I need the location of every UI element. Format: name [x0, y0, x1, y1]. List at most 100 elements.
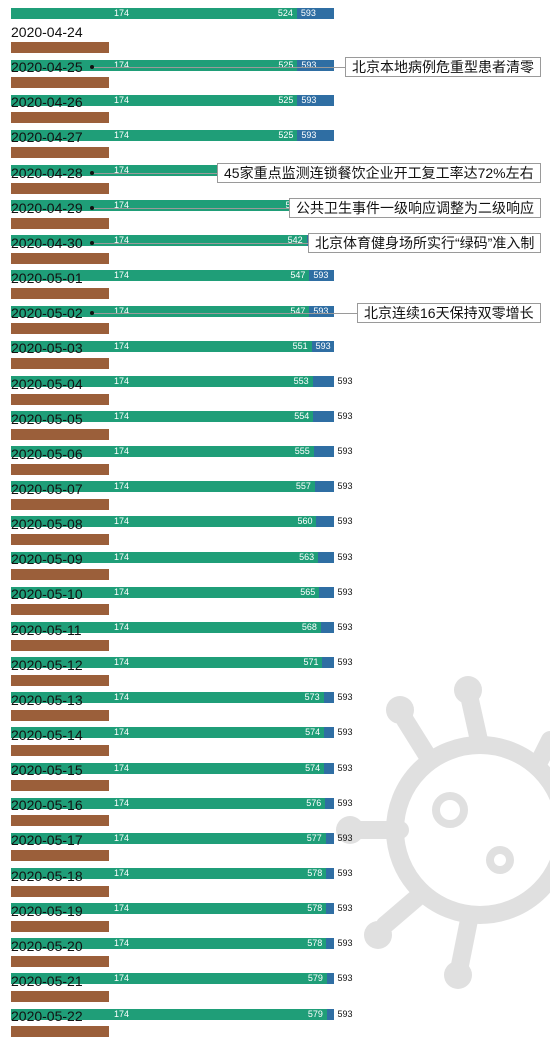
- date-label: 2020-05-16: [11, 797, 83, 814]
- bar-label-cured: 554: [294, 411, 310, 421]
- event-annotation: 北京连续16天保持双零增长: [357, 303, 541, 324]
- bar-remaining: [313, 411, 335, 422]
- bar-remaining: [314, 481, 335, 493]
- bar-cases: [11, 252, 109, 264]
- bar-label-total: 593: [337, 375, 353, 386]
- bar-cured: [11, 411, 314, 422]
- date-label: 2020-05-18: [11, 867, 83, 884]
- bar-label-total: 593: [337, 762, 353, 773]
- bar-cases: [11, 358, 109, 370]
- bar-label-first: 174: [114, 340, 130, 351]
- bar-label-first: 174: [114, 375, 130, 386]
- bar-label-total: 593: [337, 411, 353, 421]
- bar-label-cured: 571: [303, 657, 319, 668]
- bar-remaining: [324, 727, 335, 739]
- bar-remaining: [297, 94, 335, 106]
- date-label: 2020-05-07: [11, 480, 83, 497]
- bar-label-total: 593: [337, 621, 353, 632]
- bar-label-first: 174: [114, 446, 130, 457]
- date-label: 2020-05-11: [11, 621, 82, 638]
- bar-remaining: [318, 551, 335, 563]
- date-label: 2020-05-08: [11, 516, 83, 533]
- bar-label-first: 174: [114, 797, 130, 808]
- bar-label-total: 593: [337, 903, 353, 914]
- bar-cured: [11, 481, 315, 493]
- bar-label-total: 593: [337, 832, 353, 843]
- bar-cases: [11, 42, 109, 53]
- bar-remaining: [325, 832, 335, 844]
- bar-cured: [11, 340, 312, 352]
- bar-cured: [11, 973, 327, 985]
- bar-label-first: 174: [114, 200, 130, 211]
- bar-cases: [11, 639, 109, 651]
- bar-label-cured: 565: [300, 586, 316, 597]
- date-label: 2020-04-24: [11, 24, 83, 40]
- bar-label-cured: 573: [304, 692, 320, 703]
- date-label: 2020-05-22: [11, 1008, 83, 1025]
- date-label: 2020-05-02: [11, 305, 83, 322]
- bar-remaining: [312, 375, 335, 387]
- event-marker: [90, 205, 94, 210]
- bar-cured: [11, 551, 319, 563]
- bar-label-cured: 525: [278, 94, 294, 105]
- bar-label-total: 593: [337, 692, 353, 703]
- bar-label-first: 174: [114, 621, 130, 632]
- bar-cured: [11, 59, 298, 71]
- bar-label-cured: 576: [306, 797, 322, 808]
- bar-label-total: 593: [337, 481, 353, 492]
- event-connector: [94, 207, 289, 209]
- bar-remaining: [323, 692, 335, 704]
- bar-cases: [11, 217, 109, 229]
- bar-remaining: [319, 586, 335, 598]
- bar-cured: [11, 516, 317, 528]
- date-label: 2020-05-21: [11, 973, 83, 990]
- date-label: 2020-05-17: [11, 832, 83, 849]
- bar-label-first: 174: [114, 516, 130, 527]
- bar-label-cured: 579: [307, 973, 323, 984]
- bar-cases: [11, 182, 109, 194]
- bar-cases: [11, 815, 109, 827]
- date-label: 2020-05-10: [11, 586, 83, 603]
- bar-cured: [11, 129, 298, 141]
- bar-cases: [11, 745, 109, 756]
- bar-label-total: 593: [301, 59, 317, 70]
- bar-label-first: 174: [114, 867, 130, 878]
- event-connector: [94, 67, 345, 69]
- bar-label-cured: 525: [278, 59, 294, 70]
- bar-cases: [11, 1026, 109, 1037]
- bar-cured: [11, 305, 310, 317]
- bar-label-cured: 551: [292, 340, 308, 351]
- bar-cured: [11, 94, 298, 106]
- bar-remaining: [297, 59, 335, 71]
- bar-remaining: [325, 797, 335, 809]
- bar-label-total: 593: [337, 586, 353, 597]
- bar-cured: [11, 446, 314, 458]
- date-label: 2020-05-03: [11, 340, 83, 357]
- date-label: 2020-05-15: [11, 762, 83, 779]
- bar-label-first: 174: [114, 270, 130, 281]
- date-label: 2020-04-25: [11, 59, 83, 76]
- bar-label-cured: 555: [294, 446, 310, 457]
- bar-label-first: 174: [114, 938, 130, 949]
- event-connector: [94, 242, 308, 244]
- bar-label-first: 174: [114, 94, 130, 105]
- bar-remaining: [324, 762, 335, 774]
- bar-label-total: 593: [337, 657, 353, 668]
- bar-cured: [11, 621, 321, 633]
- bar-label-first: 174: [114, 973, 130, 984]
- bar-label-first: 174: [114, 903, 130, 914]
- bar-cases: [11, 393, 109, 405]
- date-label: 2020-04-26: [11, 94, 83, 111]
- bar-cured: [11, 727, 325, 739]
- bar-label-cured: 577: [306, 832, 322, 843]
- bar-cases: [11, 534, 109, 546]
- bar-cured: [11, 903, 327, 915]
- date-label: 2020-05-04: [11, 375, 83, 392]
- bar-label-first: 174: [114, 129, 130, 140]
- bar-label-first: 174: [114, 1008, 130, 1019]
- bar-remaining: [326, 867, 335, 879]
- date-label: 2020-05-12: [11, 656, 83, 673]
- bar-label-cured: 568: [301, 621, 317, 632]
- bar-cases: [11, 569, 109, 581]
- bar-label-cured: 542: [287, 235, 303, 246]
